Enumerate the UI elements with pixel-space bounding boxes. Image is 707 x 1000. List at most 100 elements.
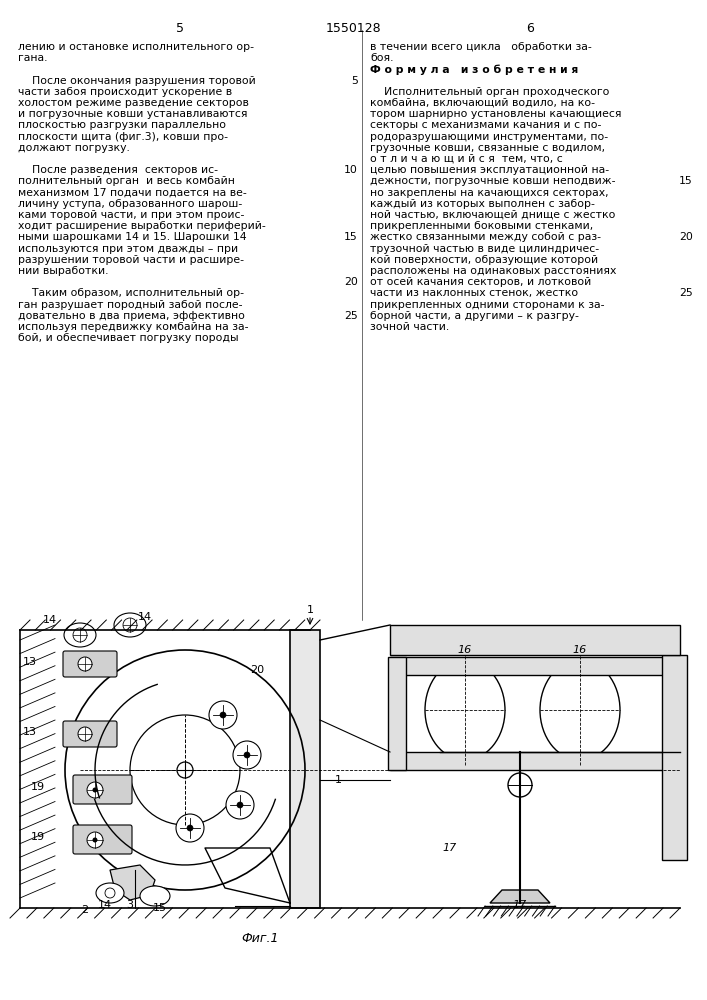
Text: 13: 13 bbox=[23, 657, 37, 667]
Text: 14: 14 bbox=[138, 612, 152, 622]
Ellipse shape bbox=[540, 660, 620, 760]
Circle shape bbox=[177, 762, 193, 778]
Circle shape bbox=[220, 712, 226, 718]
Text: 15: 15 bbox=[153, 903, 167, 913]
Circle shape bbox=[93, 838, 98, 842]
Text: но закреплены на качающихся секторах,: но закреплены на качающихся секторах, bbox=[370, 188, 609, 198]
Text: 1550128: 1550128 bbox=[325, 22, 381, 35]
Text: дежности, погрузочные ковши неподвиж-: дежности, погрузочные ковши неподвиж- bbox=[370, 176, 616, 186]
Text: комбайна, включающий водило, на ко-: комбайна, включающий водило, на ко- bbox=[370, 98, 595, 108]
Ellipse shape bbox=[64, 623, 96, 647]
Text: бой, и обеспечивает погрузку породы: бой, и обеспечивает погрузку породы bbox=[18, 333, 239, 343]
Text: и погрузочные ковши устанавливаются: и погрузочные ковши устанавливаются bbox=[18, 109, 247, 119]
FancyBboxPatch shape bbox=[63, 721, 117, 747]
Ellipse shape bbox=[96, 883, 124, 903]
Circle shape bbox=[233, 741, 261, 769]
Text: гана.: гана. bbox=[18, 53, 47, 63]
Text: После разведения  секторов ис-: После разведения секторов ис- bbox=[18, 165, 218, 175]
Circle shape bbox=[508, 773, 532, 797]
Text: ной частью, включающей днище с жестко: ной частью, включающей днище с жестко bbox=[370, 210, 615, 220]
Text: личину уступа, образованного шарош-: личину уступа, образованного шарош- bbox=[18, 199, 243, 209]
Text: части забоя происходит ускорение в: части забоя происходит ускорение в bbox=[18, 87, 232, 97]
Text: 1: 1 bbox=[307, 605, 313, 615]
Text: родоразрушающими инструментами, по-: родоразрушающими инструментами, по- bbox=[370, 132, 608, 142]
Text: в течении всего цикла   обработки за-: в течении всего цикла обработки за- bbox=[370, 42, 592, 52]
Bar bbox=[390, 752, 680, 770]
Text: прикрепленными боковыми стенками,: прикрепленными боковыми стенками, bbox=[370, 221, 593, 231]
Text: боя.: боя. bbox=[370, 53, 394, 63]
Text: о т л и ч а ю щ и й с я  тем, что, с: о т л и ч а ю щ и й с я тем, что, с bbox=[370, 154, 563, 164]
Text: каждый из которых выполнен с забор-: каждый из которых выполнен с забор- bbox=[370, 199, 595, 209]
FancyBboxPatch shape bbox=[63, 651, 117, 677]
Text: 15: 15 bbox=[679, 176, 693, 186]
Text: кой поверхности, образующие которой: кой поверхности, образующие которой bbox=[370, 255, 598, 265]
Circle shape bbox=[176, 814, 204, 842]
Text: довательно в два приема, эффективно: довательно в два приема, эффективно bbox=[18, 311, 245, 321]
Text: нии выработки.: нии выработки. bbox=[18, 266, 108, 276]
Bar bbox=[662, 655, 687, 860]
Text: 15: 15 bbox=[344, 232, 358, 242]
Circle shape bbox=[78, 657, 92, 671]
Text: полнительный орган  и весь комбайн: полнительный орган и весь комбайн bbox=[18, 176, 235, 186]
Text: секторы с механизмами качания и с по-: секторы с механизмами качания и с по- bbox=[370, 120, 602, 130]
Ellipse shape bbox=[425, 660, 505, 760]
Text: лению и остановке исполнительного ор-: лению и остановке исполнительного ор- bbox=[18, 42, 254, 52]
Text: жестко связанными между собой с раз-: жестко связанными между собой с раз- bbox=[370, 232, 601, 242]
Circle shape bbox=[87, 782, 103, 798]
Text: 10: 10 bbox=[344, 165, 358, 175]
Circle shape bbox=[123, 618, 137, 632]
Text: 19: 19 bbox=[31, 832, 45, 842]
Text: плоскостью разгрузки параллельно: плоскостью разгрузки параллельно bbox=[18, 120, 226, 130]
Circle shape bbox=[244, 752, 250, 758]
Circle shape bbox=[226, 791, 254, 819]
Bar bbox=[388, 657, 406, 770]
Text: ками торовой части, и при этом проис-: ками торовой части, и при этом проис- bbox=[18, 210, 245, 220]
Text: 25: 25 bbox=[679, 288, 693, 298]
Text: Ф о р м у л а   и з о б р е т е н и я: Ф о р м у л а и з о б р е т е н и я bbox=[370, 64, 578, 75]
Text: 20: 20 bbox=[344, 277, 358, 287]
FancyBboxPatch shape bbox=[73, 825, 132, 854]
Text: трузочной частью в виде цилиндричес-: трузочной частью в виде цилиндричес- bbox=[370, 244, 599, 254]
Circle shape bbox=[105, 888, 115, 898]
Text: После окончания разрушения торовой: После окончания разрушения торовой bbox=[18, 76, 256, 86]
Bar bbox=[390, 657, 680, 675]
Text: холостом режиме разведение секторов: холостом режиме разведение секторов bbox=[18, 98, 249, 108]
Text: от осей качания секторов, и лотковой: от осей качания секторов, и лотковой bbox=[370, 277, 591, 287]
Ellipse shape bbox=[114, 613, 146, 637]
Text: 13: 13 bbox=[23, 727, 37, 737]
Text: 5: 5 bbox=[351, 76, 358, 86]
Text: зочной части.: зочной части. bbox=[370, 322, 449, 332]
Text: 6: 6 bbox=[526, 22, 534, 35]
Text: разрушении торовой части и расшире-: разрушении торовой части и расшире- bbox=[18, 255, 244, 265]
Text: плоскости щита (фиг.3), ковши про-: плоскости щита (фиг.3), ковши про- bbox=[18, 132, 228, 142]
Text: 17: 17 bbox=[513, 900, 527, 910]
Text: Таким образом, исполнительный ор-: Таким образом, исполнительный ор- bbox=[18, 288, 244, 298]
FancyBboxPatch shape bbox=[73, 775, 132, 804]
Text: Фиг.1: Фиг.1 bbox=[241, 932, 279, 945]
Circle shape bbox=[78, 727, 92, 741]
Text: 25: 25 bbox=[344, 311, 358, 321]
Circle shape bbox=[93, 788, 98, 792]
Text: 1: 1 bbox=[335, 775, 342, 785]
Text: должают погрузку.: должают погрузку. bbox=[18, 143, 130, 153]
Text: ходит расширение выработки периферий-: ходит расширение выработки периферий- bbox=[18, 221, 266, 231]
Text: ными шарошками 14 и 15. Шарошки 14: ными шарошками 14 и 15. Шарошки 14 bbox=[18, 232, 247, 242]
Circle shape bbox=[187, 825, 193, 831]
Text: тором шарнирно установлены качающиеся: тором шарнирно установлены качающиеся bbox=[370, 109, 621, 119]
Text: 16: 16 bbox=[573, 645, 587, 655]
Text: 19: 19 bbox=[31, 782, 45, 792]
Text: 14: 14 bbox=[43, 615, 57, 625]
Text: грузочные ковши, связанные с водилом,: грузочные ковши, связанные с водилом, bbox=[370, 143, 605, 153]
Text: 20: 20 bbox=[250, 665, 264, 675]
Polygon shape bbox=[110, 865, 155, 900]
Text: 14: 14 bbox=[98, 900, 112, 910]
Text: целью повышения эксплуатационной на-: целью повышения эксплуатационной на- bbox=[370, 165, 609, 175]
Text: используя передвижку комбайна на за-: используя передвижку комбайна на за- bbox=[18, 322, 248, 332]
Ellipse shape bbox=[140, 886, 170, 906]
Circle shape bbox=[73, 628, 87, 642]
Text: используются при этом дважды – при: используются при этом дважды – при bbox=[18, 244, 238, 254]
Text: борной части, а другими – к разгру-: борной части, а другими – к разгру- bbox=[370, 311, 579, 321]
Polygon shape bbox=[490, 890, 550, 903]
Text: ган разрушает породный забой после-: ган разрушает породный забой после- bbox=[18, 300, 243, 310]
Text: Исполнительный орган проходческого: Исполнительный орган проходческого bbox=[370, 87, 609, 97]
